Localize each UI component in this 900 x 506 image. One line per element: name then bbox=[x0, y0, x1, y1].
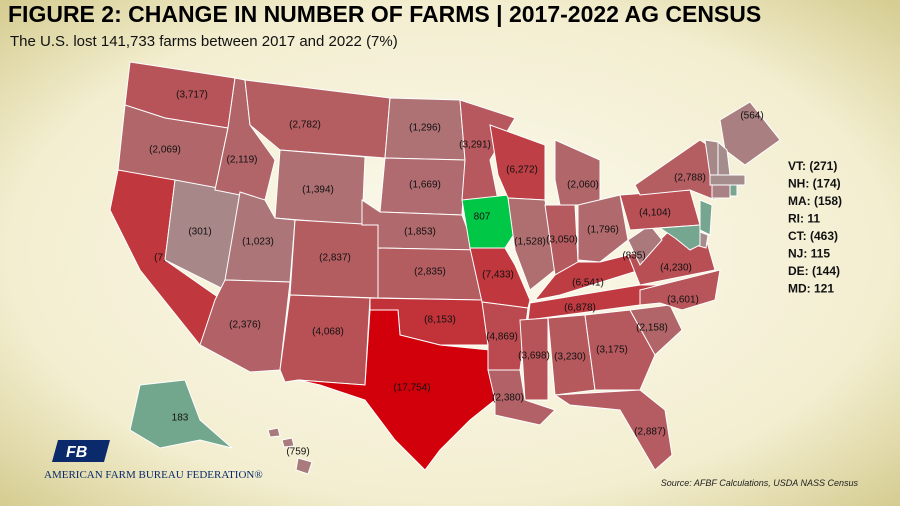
state-label: (4,068) bbox=[312, 327, 344, 338]
state bbox=[577, 194, 629, 263]
state bbox=[507, 197, 556, 291]
state-label: (2,158) bbox=[636, 323, 668, 334]
state-label: (1,669) bbox=[409, 180, 441, 191]
state-label: (4,104) bbox=[639, 208, 671, 219]
state bbox=[719, 101, 781, 166]
state bbox=[639, 269, 721, 311]
logo: FB AMERICAN FARM BUREAU FEDERATION® bbox=[44, 440, 263, 481]
state-label: (2,782) bbox=[289, 120, 321, 131]
state-label: (3,050) bbox=[546, 235, 578, 246]
state bbox=[461, 194, 521, 249]
state bbox=[281, 437, 295, 448]
state-label: (4,869) bbox=[486, 332, 518, 343]
state bbox=[129, 379, 233, 449]
state-label: (1,394) bbox=[302, 185, 334, 196]
state-label: (17,754) bbox=[393, 383, 430, 394]
state bbox=[295, 457, 313, 475]
state-label: (2,788) bbox=[674, 173, 706, 184]
state-label: (2,887) bbox=[634, 427, 666, 438]
state-label: (2,069) bbox=[149, 145, 181, 156]
state-label: (835) bbox=[622, 251, 645, 262]
northeast-label: CT: (463) bbox=[788, 229, 838, 243]
state bbox=[709, 174, 746, 186]
northeast-label: MA: (158) bbox=[788, 194, 842, 208]
logo-letters: FB bbox=[66, 444, 87, 461]
state-label: (3,601) bbox=[667, 295, 699, 306]
state bbox=[711, 184, 731, 199]
state-label: (2,119) bbox=[227, 155, 258, 166]
state-label: (759) bbox=[286, 447, 309, 458]
northeast-label: RI: 11 bbox=[788, 212, 820, 226]
state-label: 807 bbox=[474, 212, 491, 223]
state-label: (564) bbox=[740, 111, 763, 122]
state bbox=[553, 389, 673, 471]
northeast-list: VT: (271) NH: (174) MA: (158) RI: 11 CT: (46… bbox=[788, 159, 842, 296]
state-label: (3,717) bbox=[176, 90, 208, 101]
state-label: (4,230) bbox=[660, 263, 692, 274]
state bbox=[627, 224, 663, 266]
subtitle: The U.S. lost 141,733 farms between 2017… bbox=[10, 33, 398, 50]
state-label: (3,175) bbox=[596, 345, 628, 356]
state-label: 183 bbox=[172, 413, 189, 424]
state bbox=[699, 199, 713, 236]
state-label: (3,230) bbox=[554, 352, 586, 363]
state-label: (1,023) bbox=[242, 237, 274, 248]
state bbox=[629, 304, 683, 356]
northeast-label: NH: (174) bbox=[788, 177, 841, 191]
state-label: (3,291) bbox=[459, 140, 491, 151]
state bbox=[267, 427, 281, 438]
state-label: (6,878) bbox=[564, 303, 596, 314]
state bbox=[487, 369, 556, 426]
state-label: (2,060) bbox=[567, 180, 599, 191]
state-label: (1,853) bbox=[404, 227, 436, 238]
state-label: (1,528) bbox=[514, 237, 546, 248]
state-label: (1,796) bbox=[587, 225, 619, 236]
logo-mark bbox=[52, 440, 110, 462]
state bbox=[297, 309, 496, 471]
state-label: (301) bbox=[188, 227, 211, 238]
logo-text: AMERICAN FARM BUREAU FEDERATION® bbox=[44, 469, 263, 481]
title: FIGURE 2: CHANGE IN NUMBER OF FARMS | 20… bbox=[8, 1, 761, 27]
state-label: (2,835) bbox=[414, 267, 446, 278]
source: Source: AFBF Calculations, USDA NASS Cen… bbox=[661, 478, 859, 488]
northeast-label: VT: (271) bbox=[788, 159, 837, 173]
state bbox=[634, 139, 716, 201]
state-label: (2,380) bbox=[492, 393, 524, 404]
state bbox=[658, 224, 701, 251]
state-label: (2,837) bbox=[319, 253, 351, 264]
state bbox=[279, 294, 371, 386]
us-map: (3,717)(2,069)(7,387)(301)(2,119)(2,782)… bbox=[109, 61, 781, 475]
state-label: (3,698) bbox=[518, 351, 550, 362]
state-label: (6,272) bbox=[506, 165, 538, 176]
state bbox=[199, 279, 291, 373]
state-label: (7,433) bbox=[482, 270, 514, 281]
state-label: (6,541) bbox=[572, 278, 604, 289]
state bbox=[584, 309, 656, 391]
state-label: (8,153) bbox=[424, 315, 456, 326]
state-label: (2,376) bbox=[229, 320, 261, 331]
northeast-label: MD: 121 bbox=[788, 282, 834, 296]
northeast-label: NJ: 115 bbox=[788, 247, 830, 261]
state bbox=[519, 317, 549, 401]
state bbox=[729, 184, 738, 197]
northeast-label: DE: (144) bbox=[788, 264, 840, 278]
state-label: (1,296) bbox=[409, 123, 441, 134]
